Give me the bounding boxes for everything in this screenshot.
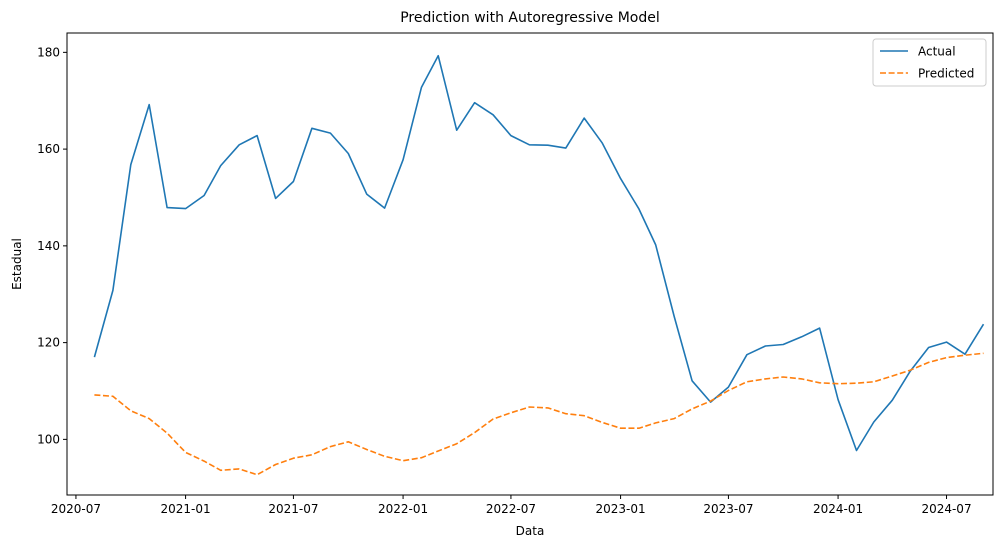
x-axis: 2020-07 2021-01 2021-07 2022-01 2022-07 2023-… [51,495,972,516]
y-tick-label: 100 [37,432,60,446]
y-axis: 100 120 140 160 180 [37,45,67,446]
x-axis-label: Data [516,524,545,538]
y-tick-label: 160 [37,142,60,156]
x-tick-label: 2024-07 [921,502,971,516]
y-tick-label: 180 [37,45,60,59]
series-line-predicted [94,352,984,476]
y-axis-label: Estadual [10,238,24,290]
x-tick-label: 2022-07 [486,502,536,516]
series-line-actual [93,54,985,452]
legend-label-predicted: Predicted [918,67,974,81]
y-tick-label: 120 [37,336,60,350]
x-tick-label: 2024-01 [813,502,863,516]
plot-area: 2020-07 2021-01 2021-07 2022-01 2022-07 2023-… [37,32,994,516]
series-lines [93,54,985,476]
x-tick-label: 2020-07 [51,502,101,516]
x-tick-label: 2021-07 [268,502,318,516]
plot-frame [66,32,994,496]
x-tick-label: 2023-07 [703,502,753,516]
x-tick-label: 2023-01 [596,502,646,516]
legend: Actual Predicted [872,38,987,87]
legend-label-actual: Actual [918,45,956,59]
y-tick-label: 140 [37,239,60,253]
x-tick-label: 2021-01 [161,502,211,516]
chart-title: Prediction with Autoregressive Model [400,10,660,26]
x-tick-label: 2022-01 [378,502,428,516]
